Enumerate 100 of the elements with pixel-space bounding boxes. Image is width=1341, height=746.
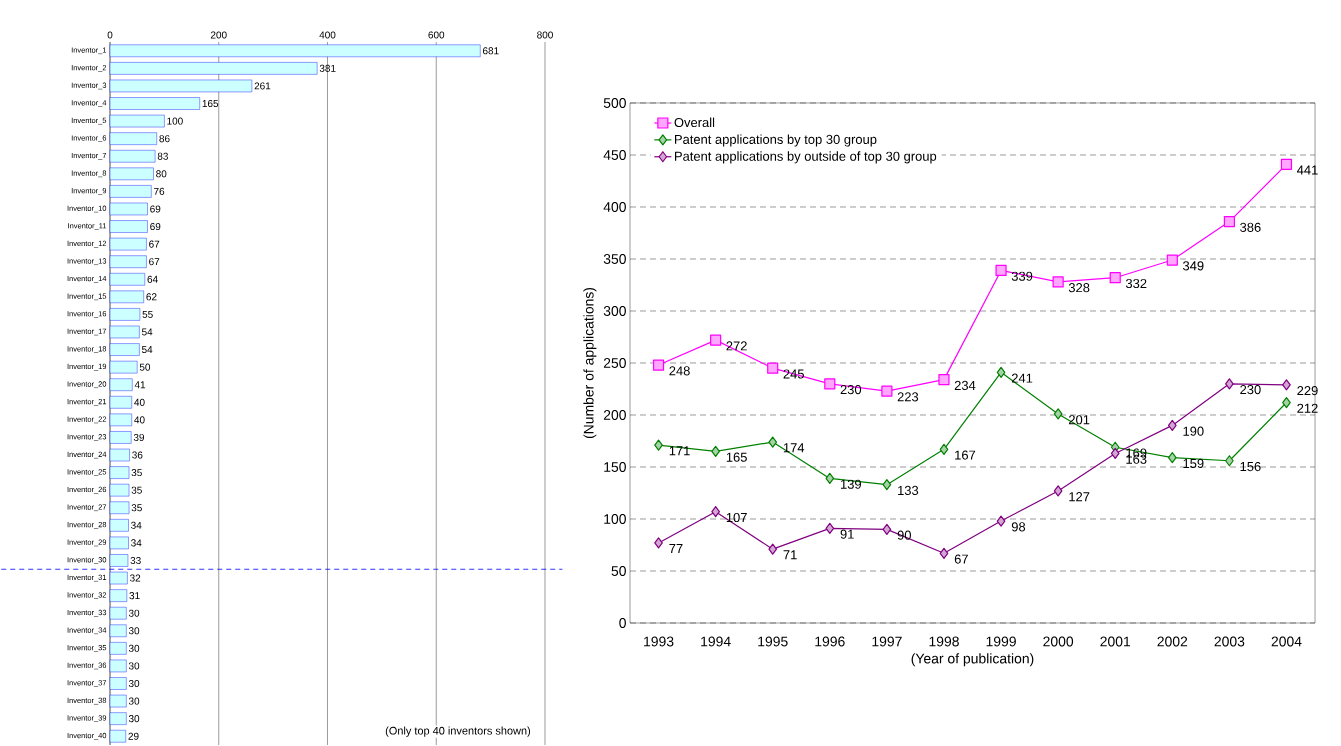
data-label: 54 — [141, 328, 153, 336]
bar — [109, 79, 253, 93]
point — [768, 436, 778, 448]
point — [1109, 272, 1121, 284]
point — [939, 443, 949, 455]
y-tick-label: 200 — [603, 410, 626, 420]
bar — [109, 607, 127, 620]
x-tick-label: 0 — [107, 31, 113, 39]
bar — [109, 589, 128, 602]
point — [1110, 447, 1120, 460]
data-label: 30 — [128, 627, 140, 635]
y-tick-label: 300 — [603, 306, 626, 316]
point — [1166, 254, 1178, 266]
data-label: 80 — [156, 170, 167, 178]
legend-label: Patent applications by outside of top 30 group — [675, 151, 937, 164]
bar — [109, 97, 200, 110]
bar — [109, 378, 133, 391]
x-tick-label: 600 — [428, 31, 445, 39]
y-tick-label: 250 — [603, 358, 626, 368]
point — [1225, 378, 1234, 390]
x-tick-label: 1997 — [872, 636, 902, 647]
data-label: 107 — [726, 512, 747, 523]
point — [1052, 276, 1064, 288]
bar — [109, 308, 141, 321]
bar — [109, 343, 140, 356]
data-label: 69 — [150, 223, 161, 231]
bar — [109, 44, 481, 57]
data-label: 272 — [726, 341, 747, 351]
data-label: 30 — [128, 609, 140, 617]
point — [767, 362, 779, 374]
data-label: 69 — [150, 205, 161, 213]
point — [710, 334, 722, 346]
data-label: 441 — [1296, 165, 1318, 175]
point — [654, 537, 663, 549]
point — [825, 522, 835, 534]
data-label: 91 — [840, 529, 854, 539]
bar — [109, 677, 127, 690]
x-tick-label: 2000 — [1043, 636, 1074, 647]
point — [1282, 379, 1291, 391]
data-label: 41 — [134, 381, 146, 389]
data-label: 55 — [142, 310, 153, 318]
bar — [109, 448, 130, 462]
bar — [109, 519, 129, 532]
bar — [109, 642, 127, 655]
y-axis-title: (Number of applications) — [583, 287, 597, 439]
y-tick-label: 450 — [603, 150, 626, 160]
data-label: 77 — [669, 544, 683, 554]
x-tick-label: 1993 — [644, 636, 674, 647]
data-label: 100 — [167, 117, 183, 125]
point — [1225, 455, 1234, 467]
data-label: 54 — [141, 346, 153, 354]
data-label: 35 — [131, 469, 142, 477]
point — [881, 385, 893, 397]
x-tick-label: 800 — [537, 31, 553, 39]
data-label: 127 — [1069, 492, 1090, 502]
x-tick-label: 2004 — [1271, 636, 1302, 647]
data-label: 386 — [1240, 222, 1261, 232]
point — [654, 439, 663, 451]
data-label: 230 — [1240, 384, 1261, 395]
x-tick-label: 1995 — [758, 636, 788, 647]
bar — [109, 501, 130, 514]
point — [1053, 485, 1063, 497]
data-label: 234 — [954, 380, 976, 390]
bar — [109, 255, 147, 268]
data-label: 30 — [128, 679, 140, 688]
data-label: 83 — [157, 152, 168, 160]
x-tick-label: 2003 — [1214, 636, 1245, 647]
bar — [109, 413, 132, 427]
data-label: 332 — [1125, 278, 1147, 289]
data-label: 201 — [1068, 415, 1090, 425]
annotation: (Only top 40 inventors shown) — [385, 726, 531, 737]
x-tick-label: 200 — [210, 31, 227, 39]
legend-label: Overall — [674, 117, 715, 128]
bar — [109, 290, 144, 304]
point — [1053, 408, 1063, 420]
data-label: 165 — [726, 452, 747, 462]
point — [996, 366, 1006, 378]
point — [1167, 419, 1177, 431]
bar — [109, 712, 127, 725]
data-label: 212 — [1297, 403, 1318, 413]
data-label: 190 — [1183, 426, 1204, 436]
x-tick-label: 1998 — [929, 636, 959, 647]
data-label: 76 — [154, 187, 165, 195]
data-label: 64 — [147, 275, 158, 283]
x-tick-label: 1994 — [701, 636, 731, 647]
bar — [109, 536, 129, 550]
bar — [109, 132, 157, 145]
y-tick-label: 50 — [611, 566, 626, 576]
data-label: 30 — [128, 644, 140, 652]
bar — [109, 185, 152, 198]
data-label: 31 — [129, 592, 140, 600]
data-label: 30 — [128, 662, 140, 670]
x-tick-label: 1999 — [986, 636, 1016, 647]
data-label: 171 — [669, 446, 690, 456]
bar — [109, 483, 130, 497]
data-label: 33 — [130, 556, 141, 564]
point — [652, 359, 665, 371]
data-label: 34 — [131, 539, 142, 547]
point — [938, 374, 950, 386]
bar — [109, 431, 132, 444]
